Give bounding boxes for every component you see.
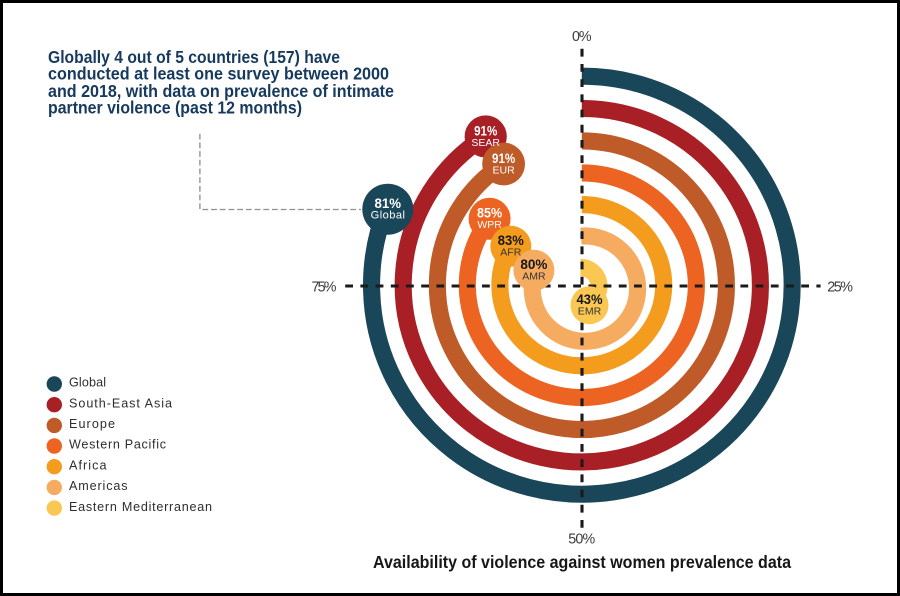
svg-text:50%: 50%: [568, 532, 595, 548]
svg-text:Globally 4 out of 5 countries: Globally 4 out of 5 countries (157) have: [48, 47, 340, 67]
svg-text:25%: 25%: [827, 280, 853, 296]
svg-text:91%: 91%: [492, 151, 515, 166]
svg-text:EUR: EUR: [493, 164, 516, 176]
svg-text:EMR: EMR: [578, 306, 602, 318]
svg-text:and 2018, with data on prevale: and 2018, with data on prevalence of int…: [48, 81, 394, 101]
svg-text:91%: 91%: [474, 123, 497, 138]
svg-text:Western Pacific: Western Pacific: [69, 438, 166, 452]
svg-text:Global: Global: [371, 209, 405, 221]
svg-text:Africa: Africa: [69, 458, 107, 472]
svg-text:conducted at least one survey: conducted at least one survey between 20…: [48, 64, 389, 84]
svg-text:Global: Global: [69, 376, 106, 390]
svg-text:SEAR: SEAR: [471, 137, 500, 149]
svg-text:AFR: AFR: [500, 247, 521, 259]
svg-text:Availability of violence again: Availability of violence against women p…: [373, 552, 791, 572]
svg-text:South-East Asia: South-East Asia: [69, 396, 172, 410]
svg-text:81%: 81%: [375, 196, 402, 211]
svg-text:partner violence (past 12 mont: partner violence (past 12 months): [48, 98, 302, 118]
svg-text:0%: 0%: [572, 29, 592, 45]
svg-text:85%: 85%: [477, 206, 502, 221]
svg-text:Eastern Mediterranean: Eastern Mediterranean: [69, 500, 212, 514]
svg-text:Europe: Europe: [69, 417, 115, 431]
svg-text:Americas: Americas: [69, 479, 128, 493]
svg-text:AMR: AMR: [522, 271, 546, 283]
svg-text:WPR: WPR: [477, 219, 502, 231]
svg-text:83%: 83%: [498, 233, 524, 248]
svg-text:80%: 80%: [520, 257, 547, 272]
svg-text:43%: 43%: [577, 292, 603, 307]
svg-text:75%: 75%: [312, 280, 337, 296]
